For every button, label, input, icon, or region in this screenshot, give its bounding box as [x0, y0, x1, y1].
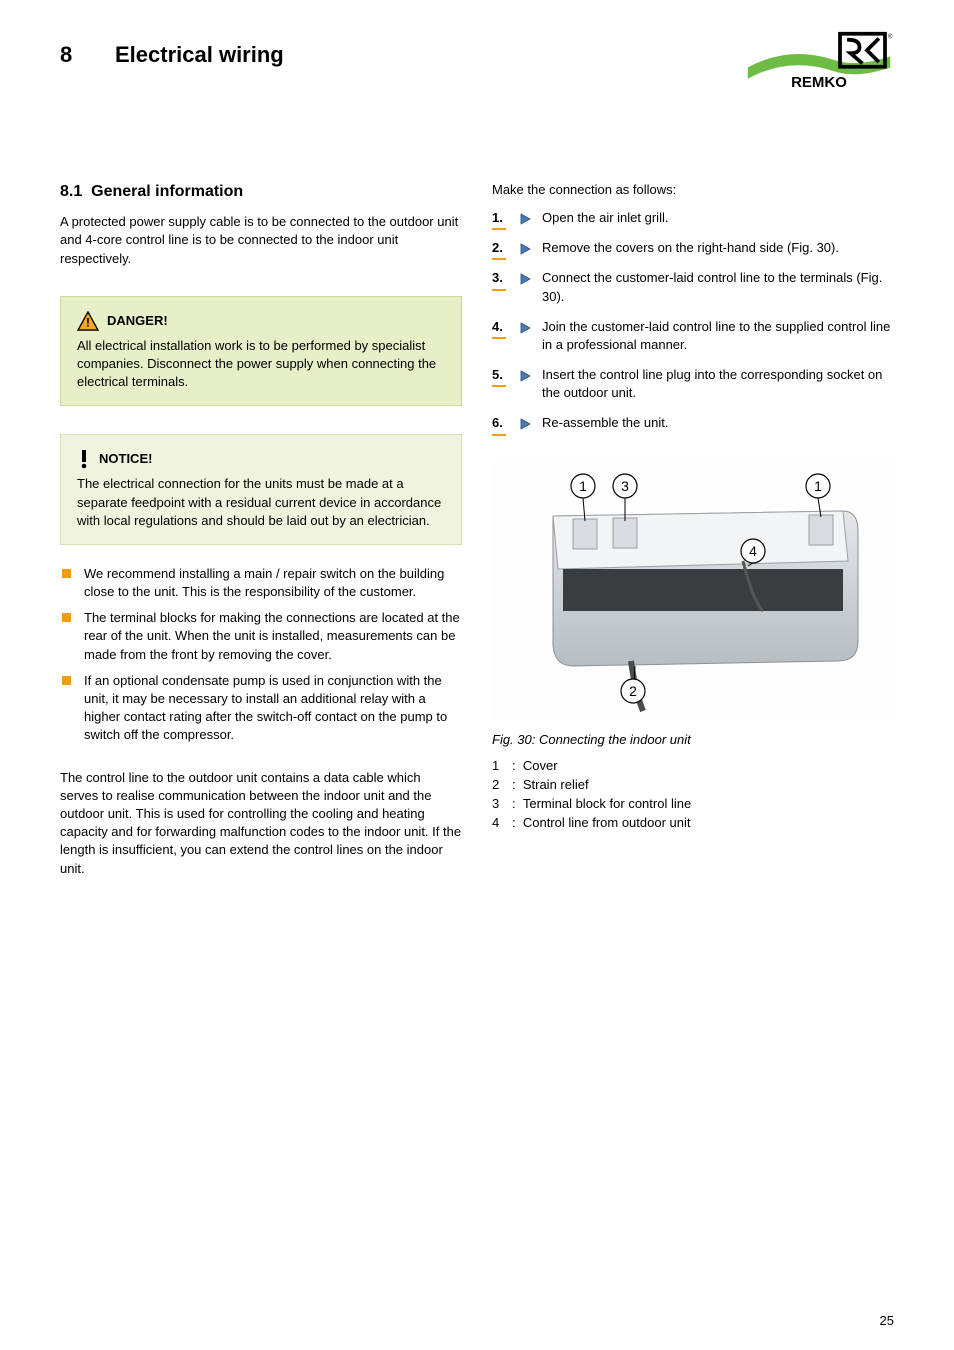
left-column: 8.1 General information A protected powe… [60, 181, 462, 888]
control-line-paragraph: The control line to the outdoor unit con… [60, 769, 462, 878]
notice-label: NOTICE! [99, 450, 152, 468]
step-item: 3. Connect the customer-laid control lin… [492, 269, 894, 305]
step-item: 1. Open the air inlet grill. [492, 209, 894, 227]
danger-label: DANGER! [107, 312, 168, 330]
page-number: 25 [880, 1312, 894, 1330]
list-item: We recommend installing a main / repair … [60, 565, 462, 601]
notice-text: The electrical connection for the units … [77, 475, 445, 530]
svg-text:3: 3 [621, 478, 629, 494]
step-number: 1. [492, 209, 506, 230]
intro-paragraph: A protected power supply cable is to be … [60, 213, 462, 268]
svg-text:1: 1 [579, 478, 587, 494]
legend-item: 4: Control line from outdoor unit [492, 814, 894, 832]
legend-item: 1: Cover [492, 757, 894, 775]
svg-text:1: 1 [814, 478, 822, 494]
legend-item: 2: Strain relief [492, 776, 894, 794]
svg-text:®: ® [888, 33, 893, 40]
danger-text: All electrical installation work is to b… [77, 337, 445, 392]
step-arrow-icon [520, 242, 532, 260]
step-arrow-icon [520, 369, 532, 387]
chapter-title: Electrical wiring [115, 42, 284, 67]
step-arrow-icon [520, 417, 532, 435]
section-number: 8.1 [60, 183, 82, 200]
svg-text:4: 4 [749, 543, 757, 559]
notice-callout: NOTICE! The electrical connection for th… [60, 434, 462, 545]
list-item: The terminal blocks for making the conne… [60, 609, 462, 664]
step-item: 5. Insert the control line plug into the… [492, 366, 894, 402]
right-column: Make the connection as follows: 1. Open … [492, 181, 894, 888]
svg-text:!: ! [86, 315, 90, 329]
step-item: 4. Join the customer-laid control line t… [492, 318, 894, 354]
list-item: If an optional condensate pump is used i… [60, 672, 462, 745]
legend-item: 3: Terminal block for control line [492, 795, 894, 813]
steps-list: 1. Open the air inlet grill. 2. Remove t… [492, 209, 894, 433]
exclamation-icon [77, 449, 91, 469]
brand-text: REMKO [791, 74, 847, 90]
figure-30: 1 3 1 4 2 Fig. 30: Connecting the indoor uni… [492, 461, 894, 833]
step-text: Join the customer-laid control line to t… [542, 319, 890, 352]
step-number: 4. [492, 318, 506, 339]
svg-text:2: 2 [629, 683, 637, 699]
step-text: Re-assemble the unit. [542, 415, 668, 430]
section-heading: 8.1 General information [60, 181, 462, 203]
steps-intro: Make the connection as follows: [492, 181, 894, 199]
step-text: Open the air inlet grill. [542, 210, 668, 225]
step-text: Connect the customer-laid control line t… [542, 270, 882, 303]
step-number: 5. [492, 366, 506, 387]
step-item: 6. Re-assemble the unit. [492, 414, 894, 432]
figure-image: 1 3 1 4 2 [492, 461, 894, 721]
step-arrow-icon [520, 321, 532, 339]
chapter-number: 8 [60, 40, 115, 71]
figure-legend: 1: Cover 2: Strain relief 3: Terminal bl… [492, 757, 894, 833]
figure-caption: Fig. 30: Connecting the indoor unit [492, 731, 894, 749]
brand-logo: ® REMKO [744, 30, 894, 90]
step-text: Remove the covers on the right-hand side… [542, 240, 839, 255]
step-number: 3. [492, 269, 506, 290]
step-item: 2. Remove the covers on the right-hand s… [492, 239, 894, 257]
bullet-list: We recommend installing a main / repair … [60, 565, 462, 745]
step-text: Insert the control line plug into the co… [542, 367, 882, 400]
warning-triangle-icon: ! [77, 311, 99, 331]
step-arrow-icon [520, 212, 532, 230]
step-number: 6. [492, 414, 506, 435]
step-number: 2. [492, 239, 506, 260]
section-title: General information [91, 183, 243, 200]
step-arrow-icon [520, 272, 532, 290]
danger-callout: ! DANGER! All electrical installation wo… [60, 296, 462, 407]
